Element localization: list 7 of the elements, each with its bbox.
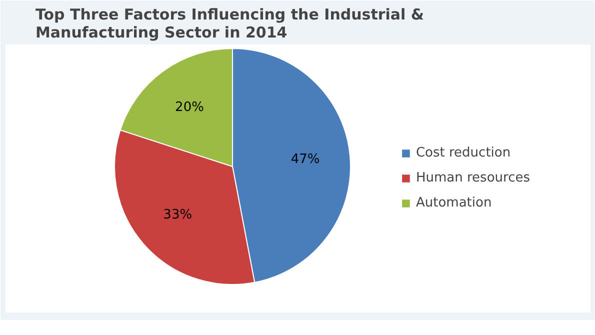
legend-label: Automation xyxy=(416,196,492,210)
legend-label: Human resources xyxy=(416,170,530,186)
data-label: 33% xyxy=(163,207,192,222)
data-label: 47% xyxy=(290,152,320,168)
legend-label: Cost reduction xyxy=(416,146,511,160)
chart-title: Top Three Factors Influencing the Industrial & Manufacturing Sector in 2014 xyxy=(36,6,424,42)
data-label: 20% xyxy=(175,100,204,115)
